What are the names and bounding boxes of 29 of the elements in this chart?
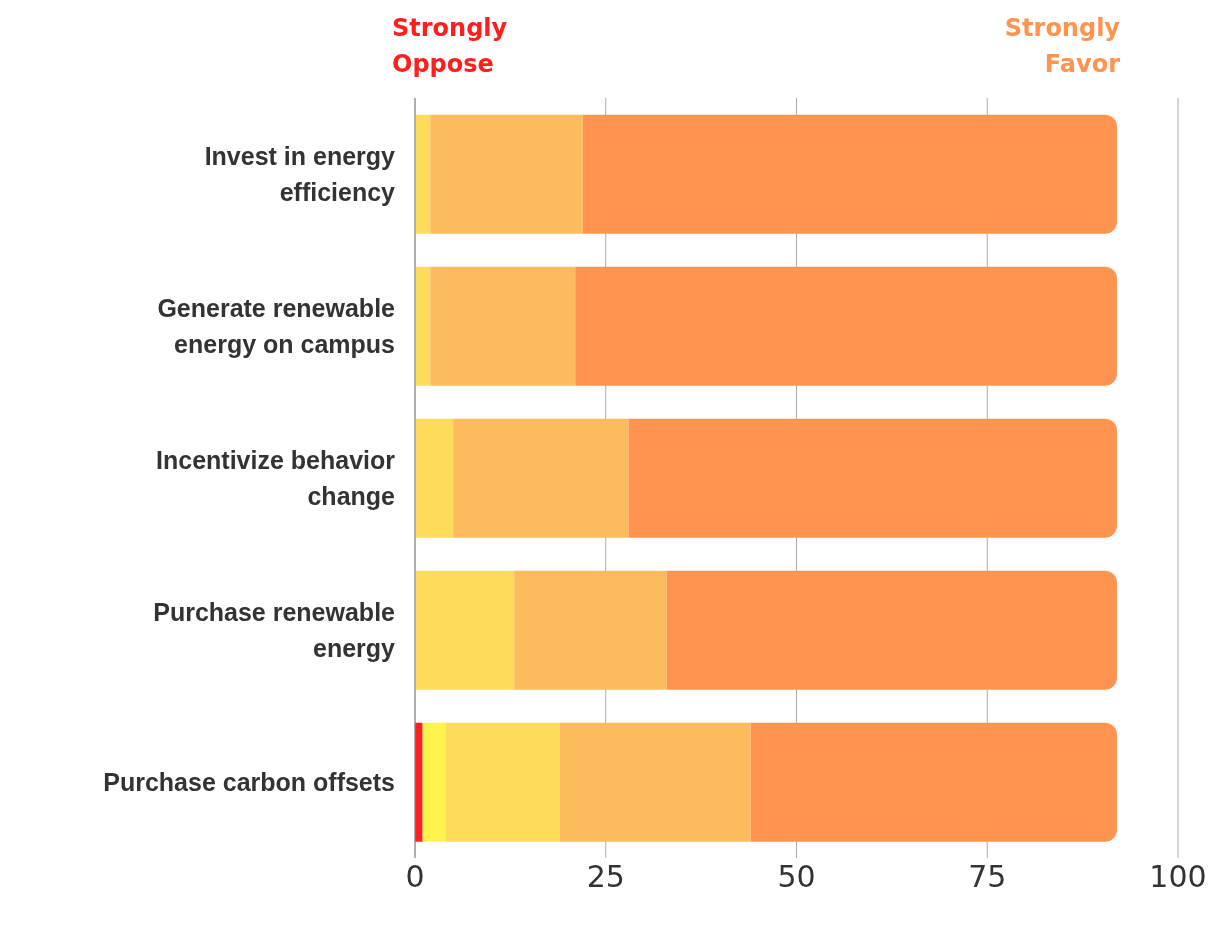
x-tick-label: 75 — [968, 859, 1007, 895]
bar — [430, 266, 576, 386]
bar — [453, 418, 629, 538]
bar — [514, 570, 667, 690]
y-tick-label: Generate renewable energy on campus — [156, 293, 395, 360]
bar — [415, 722, 423, 842]
x-tick-label: 50 — [777, 859, 816, 895]
bar — [575, 266, 1117, 386]
bar — [415, 418, 454, 538]
x-tick-label: 25 — [586, 859, 625, 895]
text: Strongly Favor — [1003, 13, 1120, 80]
bar — [666, 570, 1117, 690]
bar — [422, 722, 446, 842]
bar — [415, 266, 431, 386]
bar — [559, 722, 751, 842]
bar — [430, 114, 583, 234]
bar — [445, 722, 560, 842]
bar — [415, 570, 515, 690]
bar — [628, 418, 1117, 538]
y-tick-label: Purchase carbon offsets — [103, 767, 395, 798]
y-tick-label: Purchase renewable energy — [152, 597, 395, 664]
y-tick-label: Incentivize behavior change — [155, 445, 395, 512]
x-tick-label: 0 — [405, 859, 425, 895]
x-tick-label: 100 — [1149, 859, 1207, 895]
y-tick-label: Invest in energy efficiency — [203, 141, 395, 208]
bar — [582, 114, 1117, 234]
bar — [750, 722, 1117, 842]
text: Strongly Oppose — [392, 13, 509, 80]
bar — [415, 114, 431, 234]
